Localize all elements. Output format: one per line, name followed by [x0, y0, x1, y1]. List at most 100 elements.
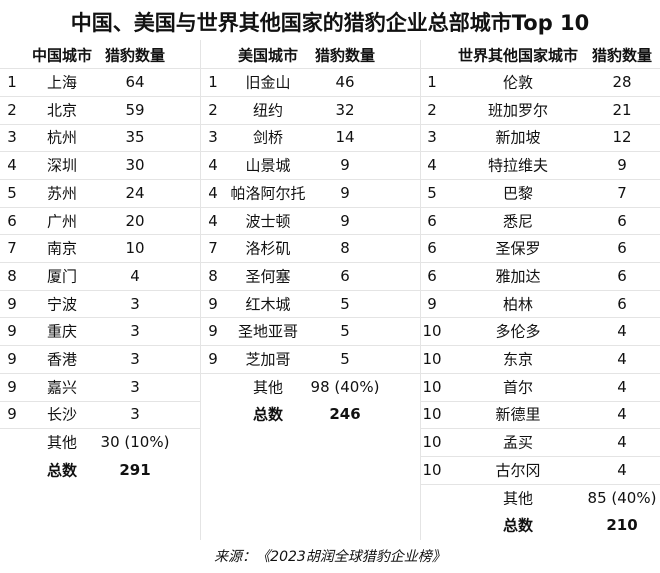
city: 班加罗尔	[487, 101, 549, 120]
column-header: 猎豹数量	[104, 46, 166, 65]
city: 重庆	[46, 322, 78, 341]
count: 9	[340, 183, 350, 202]
rank: 9	[7, 350, 17, 368]
count: 28	[612, 73, 632, 91]
count: 6	[617, 266, 627, 285]
count: 30	[125, 156, 145, 175]
grid-line	[200, 234, 420, 236]
count: 5	[340, 350, 350, 368]
rank: 4	[208, 211, 218, 230]
rank: 4	[7, 156, 17, 175]
grid-line	[200, 317, 420, 319]
rank: 6	[427, 211, 437, 230]
rank: 2	[7, 100, 17, 119]
city: 剑桥	[252, 128, 284, 147]
grid-line	[200, 95, 420, 97]
grid-line	[420, 455, 660, 457]
rank: 3	[7, 128, 17, 147]
city: 纽约	[252, 101, 284, 120]
count: 46	[335, 73, 355, 91]
city: 伦敦	[502, 73, 534, 92]
grid-line	[200, 151, 420, 153]
city: 红木城	[245, 295, 291, 314]
column-header: 猎豹数量	[314, 46, 376, 65]
grid-line	[200, 262, 420, 264]
count: 5	[340, 294, 350, 313]
other-label: 其他	[46, 433, 78, 452]
grid-line	[200, 68, 420, 69]
total-label: 总数	[46, 461, 78, 480]
city: 特拉维夫	[487, 156, 549, 175]
grid-line	[200, 372, 420, 374]
count: 9	[617, 156, 627, 175]
rank: 5	[7, 183, 17, 202]
grid-line	[420, 206, 660, 208]
rank: 1	[7, 73, 17, 91]
count: 4	[617, 405, 627, 424]
grid-line	[420, 178, 660, 180]
total-value: 291	[119, 460, 151, 479]
rank: 2	[208, 100, 218, 119]
rank: 10	[422, 350, 442, 368]
total-value: 210	[606, 516, 638, 535]
city: 新加坡	[495, 128, 541, 147]
count: 20	[125, 211, 145, 230]
count: 7	[617, 183, 627, 202]
other-value: 30 (10%)	[100, 433, 170, 452]
grid-line	[0, 345, 200, 347]
title: 中国、美国与世界其他国家的猎豹企业总部城市Top 10	[70, 11, 590, 35]
grid-line	[420, 345, 660, 347]
count: 4	[617, 377, 627, 396]
count: 4	[617, 350, 627, 368]
rank: 9	[208, 294, 218, 313]
column-header: 中国城市	[31, 46, 93, 65]
rank: 10	[422, 460, 442, 479]
count: 12	[612, 128, 632, 147]
city: 深圳	[46, 156, 78, 175]
grid-line	[420, 262, 660, 264]
rank: 7	[7, 239, 17, 258]
city: 新德里	[495, 405, 541, 424]
rank: 4	[208, 183, 218, 202]
city: 多伦多	[495, 322, 541, 341]
count: 4	[617, 460, 627, 479]
grid-line	[0, 68, 200, 69]
rank: 9	[208, 322, 218, 341]
grid-line	[0, 123, 200, 125]
city: 芝加哥	[245, 350, 291, 369]
city: 香港	[46, 350, 78, 369]
city: 波士顿	[245, 212, 291, 230]
grid-line	[200, 206, 420, 208]
total-value: 246	[329, 405, 361, 424]
grid-line	[420, 372, 660, 374]
count: 32	[335, 100, 355, 119]
total-label: 总数	[502, 516, 534, 535]
count: 9	[340, 156, 350, 175]
city: 洛杉矶	[245, 239, 291, 258]
city: 厦门	[46, 267, 78, 286]
grid-line	[200, 123, 420, 125]
count: 10	[125, 239, 145, 258]
grid-line	[0, 428, 200, 430]
grid-line	[420, 151, 660, 153]
city: 山景城	[245, 156, 291, 175]
city: 旧金山	[245, 73, 291, 92]
city: 帕洛阿尔托	[230, 184, 306, 203]
grid-line	[420, 428, 660, 430]
city: 东京	[502, 350, 534, 369]
rank: 10	[422, 377, 442, 396]
grid-line	[420, 289, 660, 291]
count: 14	[335, 128, 355, 147]
grid-line	[420, 400, 660, 402]
city: 首尔	[502, 378, 534, 397]
grid-line	[420, 95, 660, 97]
rank: 3	[427, 128, 437, 147]
city: 上海	[46, 73, 78, 92]
rank: 4	[427, 156, 437, 175]
rank: 10	[422, 322, 442, 341]
rank: 9	[7, 294, 17, 313]
city: 宁波	[46, 295, 78, 314]
count: 3	[130, 377, 140, 396]
city: 杭州	[46, 128, 78, 147]
rank: 8	[208, 266, 218, 285]
